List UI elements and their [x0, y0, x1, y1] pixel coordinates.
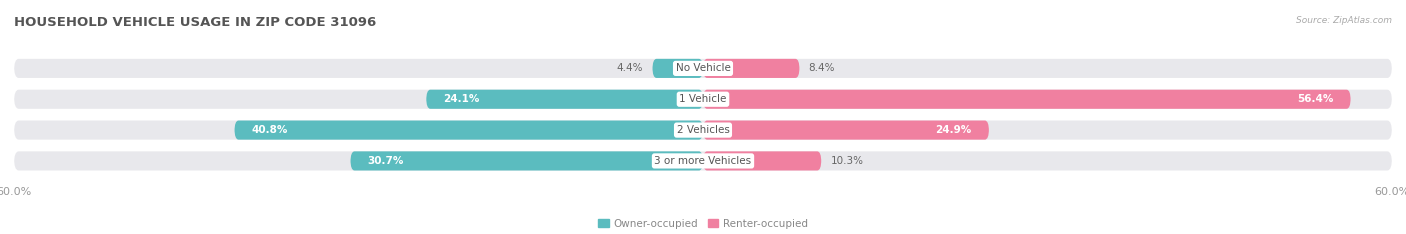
- Text: HOUSEHOLD VEHICLE USAGE IN ZIP CODE 31096: HOUSEHOLD VEHICLE USAGE IN ZIP CODE 3109…: [14, 16, 377, 29]
- Text: 3 or more Vehicles: 3 or more Vehicles: [654, 156, 752, 166]
- Text: 24.1%: 24.1%: [443, 94, 479, 104]
- Legend: Owner-occupied, Renter-occupied: Owner-occupied, Renter-occupied: [599, 219, 807, 229]
- Text: 8.4%: 8.4%: [808, 63, 835, 73]
- FancyBboxPatch shape: [426, 90, 703, 109]
- Text: 56.4%: 56.4%: [1296, 94, 1333, 104]
- FancyBboxPatch shape: [703, 151, 821, 171]
- Text: 30.7%: 30.7%: [368, 156, 404, 166]
- FancyBboxPatch shape: [703, 59, 800, 78]
- FancyBboxPatch shape: [14, 90, 1392, 109]
- FancyBboxPatch shape: [235, 121, 703, 140]
- Text: 10.3%: 10.3%: [831, 156, 863, 166]
- Text: 24.9%: 24.9%: [935, 125, 972, 135]
- FancyBboxPatch shape: [14, 151, 1392, 171]
- Text: No Vehicle: No Vehicle: [675, 63, 731, 73]
- Text: Source: ZipAtlas.com: Source: ZipAtlas.com: [1296, 16, 1392, 25]
- Text: 1 Vehicle: 1 Vehicle: [679, 94, 727, 104]
- FancyBboxPatch shape: [14, 121, 1392, 140]
- FancyBboxPatch shape: [14, 59, 1392, 78]
- FancyBboxPatch shape: [350, 151, 703, 171]
- Text: 4.4%: 4.4%: [617, 63, 644, 73]
- FancyBboxPatch shape: [652, 59, 703, 78]
- Text: 40.8%: 40.8%: [252, 125, 288, 135]
- Text: 2 Vehicles: 2 Vehicles: [676, 125, 730, 135]
- FancyBboxPatch shape: [703, 121, 988, 140]
- FancyBboxPatch shape: [703, 90, 1351, 109]
